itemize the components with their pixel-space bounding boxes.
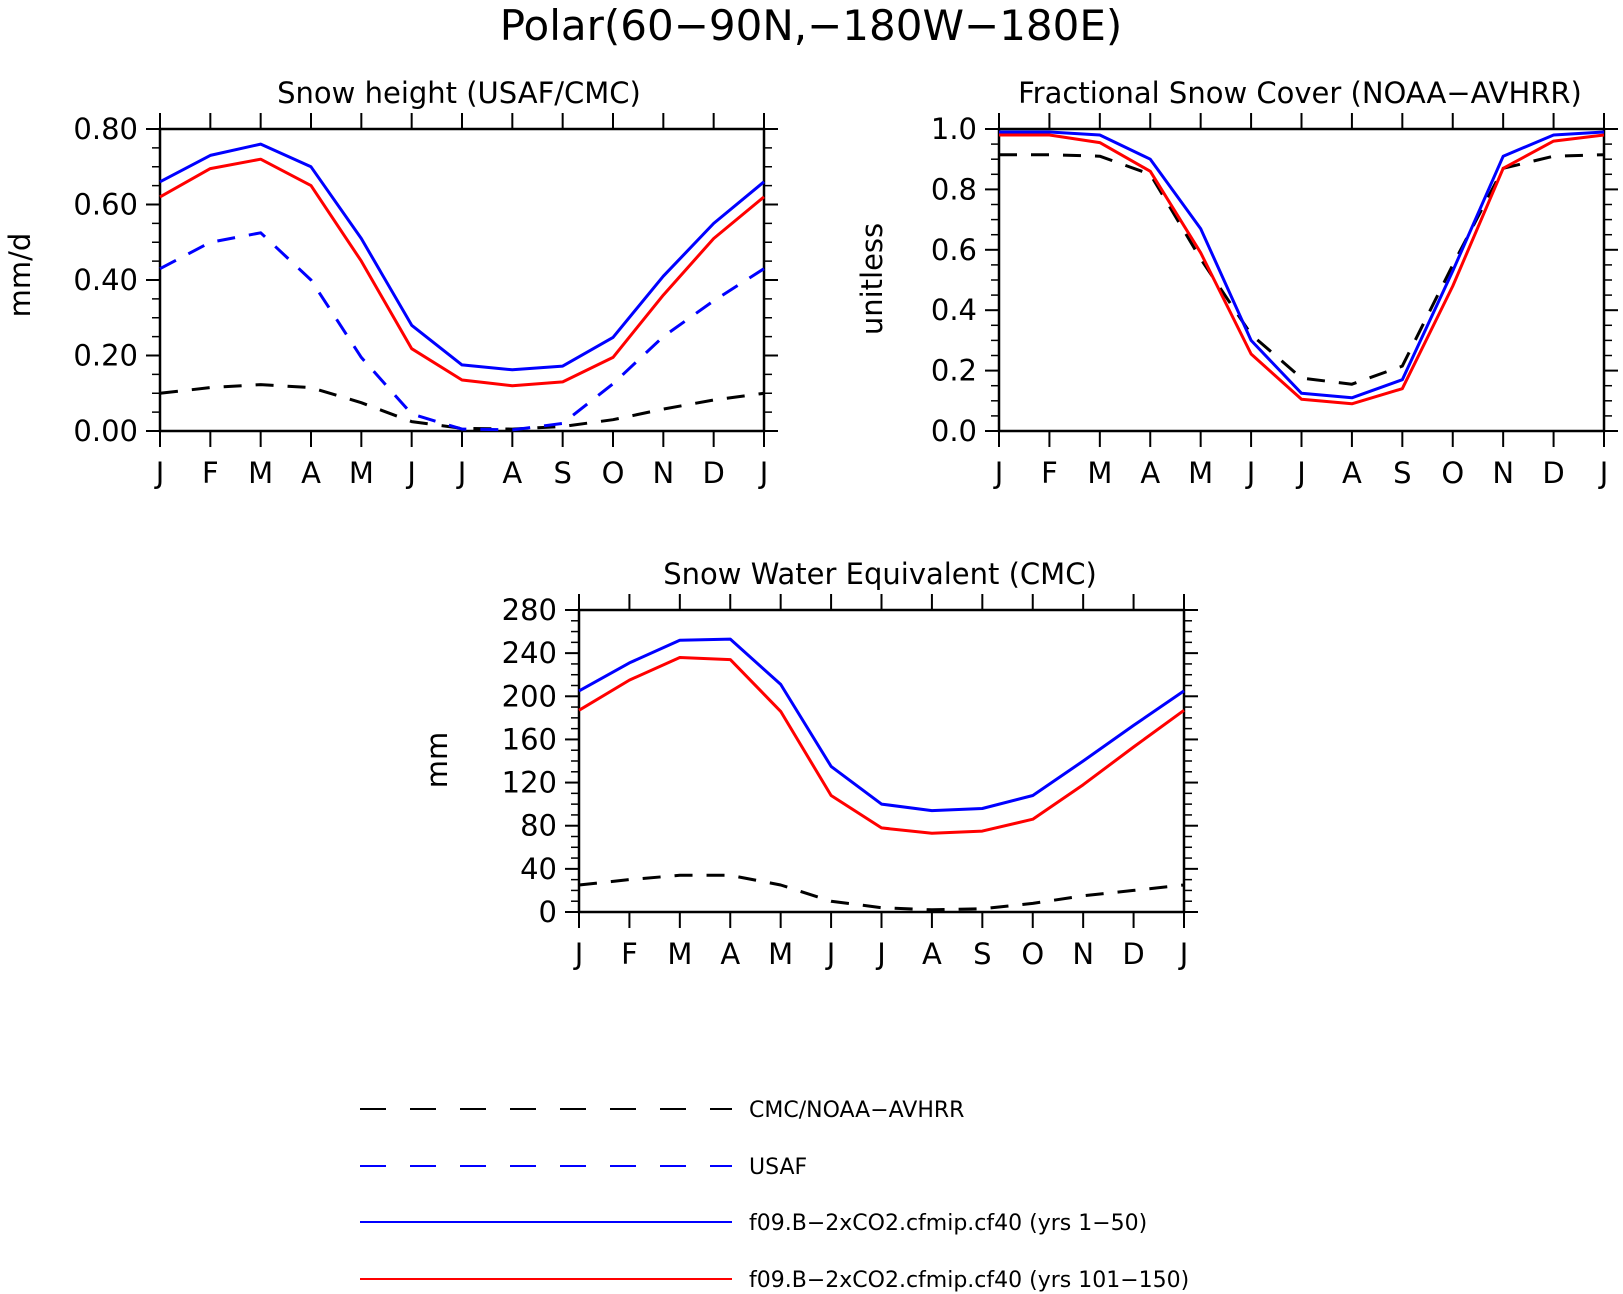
y-axis-label: unitless bbox=[855, 223, 889, 335]
x-tick-label: O bbox=[1441, 456, 1464, 490]
x-tick-label: A bbox=[301, 456, 321, 490]
y-tick-label: 0.80 bbox=[73, 112, 138, 146]
x-tick-label: M bbox=[667, 937, 692, 971]
x-tick-label: S bbox=[973, 937, 991, 971]
legend-label: CMC/NOAA−AVHRR bbox=[749, 1098, 964, 1123]
series-line bbox=[159, 383, 765, 431]
x-tick-label: M bbox=[1188, 456, 1213, 490]
x-tick-label: A bbox=[1342, 456, 1362, 490]
x-tick-label: A bbox=[1140, 456, 1160, 490]
series-line bbox=[578, 873, 1185, 912]
series-line bbox=[578, 637, 1185, 813]
series-line bbox=[159, 231, 765, 432]
x-tick-label: D bbox=[1542, 456, 1564, 490]
x-tick-label: J bbox=[154, 456, 165, 490]
x-tick-label: D bbox=[702, 456, 724, 490]
x-tick-label: J bbox=[405, 456, 416, 490]
figure-title: Polar(60−90N,−180W−180E) bbox=[500, 1, 1123, 50]
y-tick-label: 0.20 bbox=[73, 339, 138, 373]
series-line bbox=[999, 130, 1605, 400]
x-tick-label: N bbox=[1072, 937, 1094, 971]
y-tick-label: 0.4 bbox=[931, 293, 977, 327]
series-line bbox=[999, 133, 1605, 406]
y-tick-label: 240 bbox=[502, 636, 557, 670]
y-tick-label: 200 bbox=[502, 679, 557, 713]
x-tick-label: J bbox=[993, 456, 1004, 490]
x-tick-label: J bbox=[1245, 456, 1256, 490]
panel-title: Snow Water Equivalent (CMC) bbox=[663, 557, 1097, 591]
y-tick-label: 280 bbox=[502, 593, 557, 627]
series-line bbox=[159, 157, 765, 388]
fractional-snow-cover-panel: Fractional Snow Cover (NOAA−AVHRR) unitl… bbox=[855, 76, 1618, 490]
y-tick-label: 0 bbox=[539, 895, 557, 929]
y-tick-label: 0.40 bbox=[73, 263, 138, 297]
y-tick-label: 120 bbox=[502, 766, 557, 800]
series-line bbox=[159, 142, 765, 372]
legend-label: f09.B−2xCO2.cfmip.cf40 (yrs 101−150) bbox=[749, 1268, 1189, 1293]
x-tick-label: F bbox=[621, 937, 638, 971]
x-tick-label: M bbox=[349, 456, 374, 490]
series-line bbox=[999, 153, 1605, 386]
x-tick-label: J bbox=[1295, 456, 1306, 490]
x-tick-label: J bbox=[1598, 456, 1609, 490]
x-tick-label: M bbox=[768, 937, 793, 971]
y-axis-label: mm/d bbox=[3, 233, 37, 318]
x-tick-label: A bbox=[720, 937, 740, 971]
legend: CMC/NOAA−AVHRR USAF f09.B−2xCO2.cfmip.cf… bbox=[360, 1098, 1189, 1293]
y-tick-label: 0.0 bbox=[931, 414, 977, 448]
x-tick-label: D bbox=[1122, 937, 1144, 971]
legend-item: USAF bbox=[360, 1155, 807, 1180]
x-tick-label: J bbox=[1178, 937, 1189, 971]
x-tick-label: J bbox=[875, 937, 886, 971]
y-tick-label: 0.6 bbox=[931, 233, 977, 267]
y-tick-label: 0.60 bbox=[73, 188, 138, 222]
panel-title: Fractional Snow Cover (NOAA−AVHRR) bbox=[1018, 76, 1582, 110]
y-tick-label: 40 bbox=[520, 852, 557, 886]
y-tick-label: 0.2 bbox=[931, 354, 977, 388]
x-tick-label: M bbox=[1087, 456, 1112, 490]
x-tick-label: O bbox=[1021, 937, 1044, 971]
x-tick-label: A bbox=[502, 456, 522, 490]
x-tick-label: M bbox=[248, 456, 273, 490]
x-tick-label: N bbox=[652, 456, 674, 490]
y-tick-label: 0.8 bbox=[931, 172, 977, 206]
plot-frame bbox=[577, 608, 1186, 914]
x-tick-label: S bbox=[1393, 456, 1411, 490]
legend-item: f09.B−2xCO2.cfmip.cf40 (yrs 101−150) bbox=[360, 1268, 1189, 1293]
legend-item: CMC/NOAA−AVHRR bbox=[360, 1098, 964, 1123]
plot-frame bbox=[997, 127, 1606, 433]
y-tick-label: 1.0 bbox=[931, 112, 977, 146]
x-tick-label: F bbox=[1041, 456, 1058, 490]
legend-label: USAF bbox=[749, 1155, 807, 1180]
series-line bbox=[578, 656, 1185, 835]
x-tick-label: J bbox=[758, 456, 769, 490]
x-tick-label: N bbox=[1492, 456, 1514, 490]
legend-label: f09.B−2xCO2.cfmip.cf40 (yrs 1−50) bbox=[749, 1211, 1147, 1236]
x-tick-label: J bbox=[573, 937, 584, 971]
x-tick-label: J bbox=[456, 456, 467, 490]
y-tick-label: 160 bbox=[502, 722, 557, 756]
x-tick-label: O bbox=[602, 456, 625, 490]
panel-title: Snow height (USAF/CMC) bbox=[277, 76, 641, 110]
x-tick-label: F bbox=[202, 456, 219, 490]
y-tick-label: 80 bbox=[520, 809, 557, 843]
x-tick-label: A bbox=[922, 937, 942, 971]
y-tick-label: 0.00 bbox=[73, 414, 138, 448]
x-tick-label: J bbox=[825, 937, 836, 971]
legend-item: f09.B−2xCO2.cfmip.cf40 (yrs 1−50) bbox=[360, 1211, 1147, 1236]
plot-frame bbox=[158, 127, 766, 433]
y-axis-label: mm bbox=[420, 732, 454, 789]
x-tick-label: S bbox=[553, 456, 571, 490]
